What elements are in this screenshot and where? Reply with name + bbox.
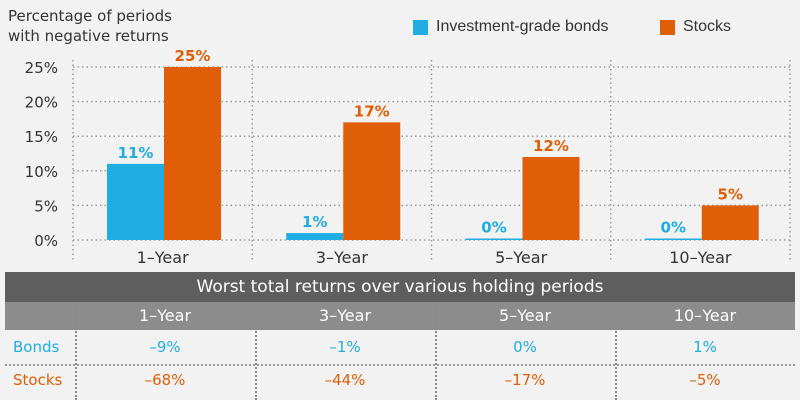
table-cell: –17% xyxy=(504,371,546,389)
y-tick-label: 10% xyxy=(25,163,58,181)
table-cell: –44% xyxy=(324,371,366,389)
table-title: Worst total returns over various holding… xyxy=(5,272,795,302)
bar-bonds xyxy=(644,238,702,240)
row-label-stocks: Stocks xyxy=(13,371,63,389)
y-tick-label: 0% xyxy=(34,232,58,250)
y-tick-label: 25% xyxy=(25,59,58,77)
table-cell: 0% xyxy=(513,338,537,356)
bar-chart: 0% 5% 10% 15% 20% 25% 11% 25% 1–Year 1% 17% 3–Year 0… xyxy=(25,47,791,267)
bar-bonds xyxy=(465,238,523,240)
data-label: 25% xyxy=(175,47,211,65)
legend-item-bonds: Investment-grade bonds xyxy=(413,18,609,36)
legend-item-stocks: Stocks xyxy=(660,18,731,36)
row-divider xyxy=(5,364,795,366)
y-axis-title: Percentage of periods with negative retu… xyxy=(8,6,172,46)
column-separator xyxy=(615,304,617,400)
y-tick-label: 20% xyxy=(25,94,58,112)
data-label: 17% xyxy=(354,102,390,120)
x-tick-label: 1–Year xyxy=(137,248,189,267)
table-cell: –5% xyxy=(689,371,721,389)
legend-label-bonds: Investment-grade bonds xyxy=(436,18,609,35)
y-axis-title-line-2: with negative returns xyxy=(8,27,169,45)
bar-stocks xyxy=(701,205,759,240)
data-label: 12% xyxy=(533,137,569,155)
column-separator xyxy=(255,304,257,400)
y-tick-label: 5% xyxy=(34,197,58,215)
data-label: 5% xyxy=(718,185,743,203)
data-label: 1% xyxy=(302,213,327,231)
legend-swatch-stocks xyxy=(660,19,675,35)
y-tick-label: 15% xyxy=(25,128,58,146)
y-axis-title-line-1: Percentage of periods xyxy=(8,7,172,25)
table-cell: –1% xyxy=(329,338,361,356)
column-separator xyxy=(435,304,437,400)
table-column-header: 10–Year xyxy=(673,306,737,325)
bar-bonds xyxy=(286,233,344,240)
bar-bonds xyxy=(107,163,164,240)
bar-stocks xyxy=(343,122,401,240)
x-tick-label: 5–Year xyxy=(495,248,547,267)
table-column-header: 5–Year xyxy=(498,306,552,325)
table-cell: –68% xyxy=(144,371,186,389)
bar-stocks xyxy=(164,67,221,240)
legend-swatch-bonds xyxy=(413,19,428,35)
table-column-header: 1–Year xyxy=(138,306,192,325)
bar-stocks xyxy=(522,156,580,240)
table-cell: 1% xyxy=(693,338,717,356)
x-tick-label: 10–Year xyxy=(669,248,732,267)
row-label-bonds: Bonds xyxy=(13,338,60,356)
data-label: 0% xyxy=(661,219,686,237)
column-separator xyxy=(75,304,77,400)
data-label: 0% xyxy=(481,219,506,237)
table-column-header: 3–Year xyxy=(318,306,372,325)
x-tick-label: 3–Year xyxy=(316,248,368,267)
table-header-row xyxy=(5,302,795,330)
legend-label-stocks: Stocks xyxy=(683,18,732,35)
table-cell: –9% xyxy=(149,338,181,356)
data-label: 11% xyxy=(118,144,154,162)
